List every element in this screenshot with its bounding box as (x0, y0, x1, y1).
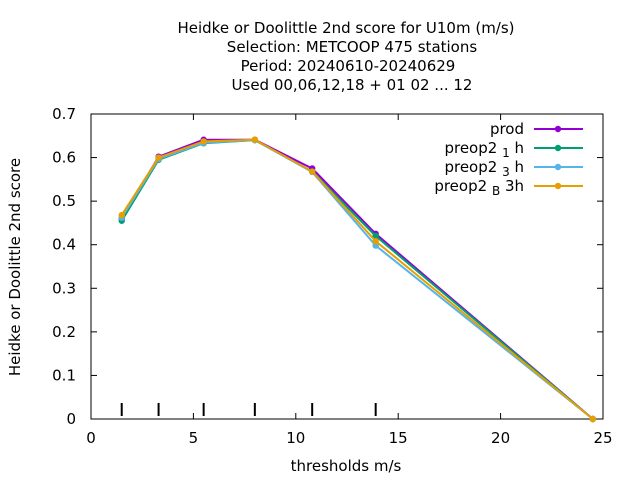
legend-label-part: h (510, 158, 524, 176)
legend-marker (554, 182, 562, 190)
data-point (155, 154, 162, 161)
data-point (372, 238, 379, 245)
plot-frame (90, 113, 604, 420)
y-tick-label: 0.3 (52, 279, 76, 297)
x-tick-label: 0 (86, 429, 96, 447)
legend-label-part: preop2 (434, 177, 492, 195)
data-point (308, 168, 316, 175)
title-line-4: Used 00,06,12,18 + 01 02 ... 12 (232, 76, 473, 94)
data-point (118, 211, 125, 219)
legend-label: prod (490, 120, 524, 138)
axis-ticks (90, 113, 604, 420)
x-axis-label: thresholds m/s (291, 457, 402, 475)
x-tick-label: 15 (389, 429, 408, 447)
legend-item-1: prod (490, 120, 583, 138)
legend-item-4: preop2 B 3h (434, 177, 583, 198)
x-tick-label: 25 (593, 429, 612, 447)
y-tick-label: 0.5 (52, 192, 76, 210)
series-3 (118, 136, 596, 423)
data-point (589, 415, 596, 423)
title-line-2: Selection: METCOOP 475 stations (227, 38, 478, 56)
title-line-1: Heidke or Doolittle 2nd score for U10m (… (177, 19, 514, 37)
legend-label-part: 3 (502, 165, 510, 179)
legend-label-part: preop2 (444, 139, 502, 157)
data-point (251, 136, 259, 143)
axis-tick-labels: 0 5 10 15 20 25 0 0.1 0.2 0.3 0.4 0.5 0.6 0.7 (52, 105, 612, 447)
legend-label-part: B (492, 184, 500, 198)
x-tick-label: 20 (491, 429, 510, 447)
legend-item-3: preop2 3 h (444, 158, 583, 179)
series-1 (118, 136, 596, 423)
title-line-3: Period: 20240610-20240629 (241, 57, 456, 75)
legend-label-part: h (510, 139, 524, 157)
y-tick-label: 0.4 (52, 236, 76, 254)
series-4 (118, 136, 596, 423)
x-tick-label: 10 (286, 429, 305, 447)
threshold-markers (120, 403, 377, 416)
legend-marker (554, 144, 562, 152)
y-tick-label: 0.2 (52, 323, 76, 341)
legend-marker (554, 125, 562, 133)
data-point (372, 232, 379, 240)
legend-label-part: 3h (500, 177, 524, 195)
y-tick-label: 0.6 (52, 149, 76, 167)
series-2 (118, 136, 596, 423)
legend-label: preop2 B 3h (434, 177, 524, 198)
series-layer (118, 136, 596, 423)
legend-label-part: prod (490, 120, 524, 138)
data-point (200, 138, 207, 145)
legend-label: preop2 3 h (444, 158, 524, 179)
y-tick-label: 0.7 (52, 105, 76, 123)
legend-marker (554, 163, 562, 171)
legend-item-2: preop2 1 h (444, 139, 583, 160)
x-tick-label: 5 (189, 429, 199, 447)
y-axis-label: Heidke or Doolittle 2nd score (6, 158, 24, 376)
legend-label: preop2 1 h (444, 139, 524, 160)
legend-label-part: 1 (502, 146, 510, 160)
y-tick-label: 0.1 (52, 366, 76, 384)
legend-label-part: preop2 (444, 158, 502, 176)
chart-title: Heidke or Doolittle 2nd score for U10m (… (177, 19, 514, 94)
y-tick-label: 0 (66, 410, 76, 428)
